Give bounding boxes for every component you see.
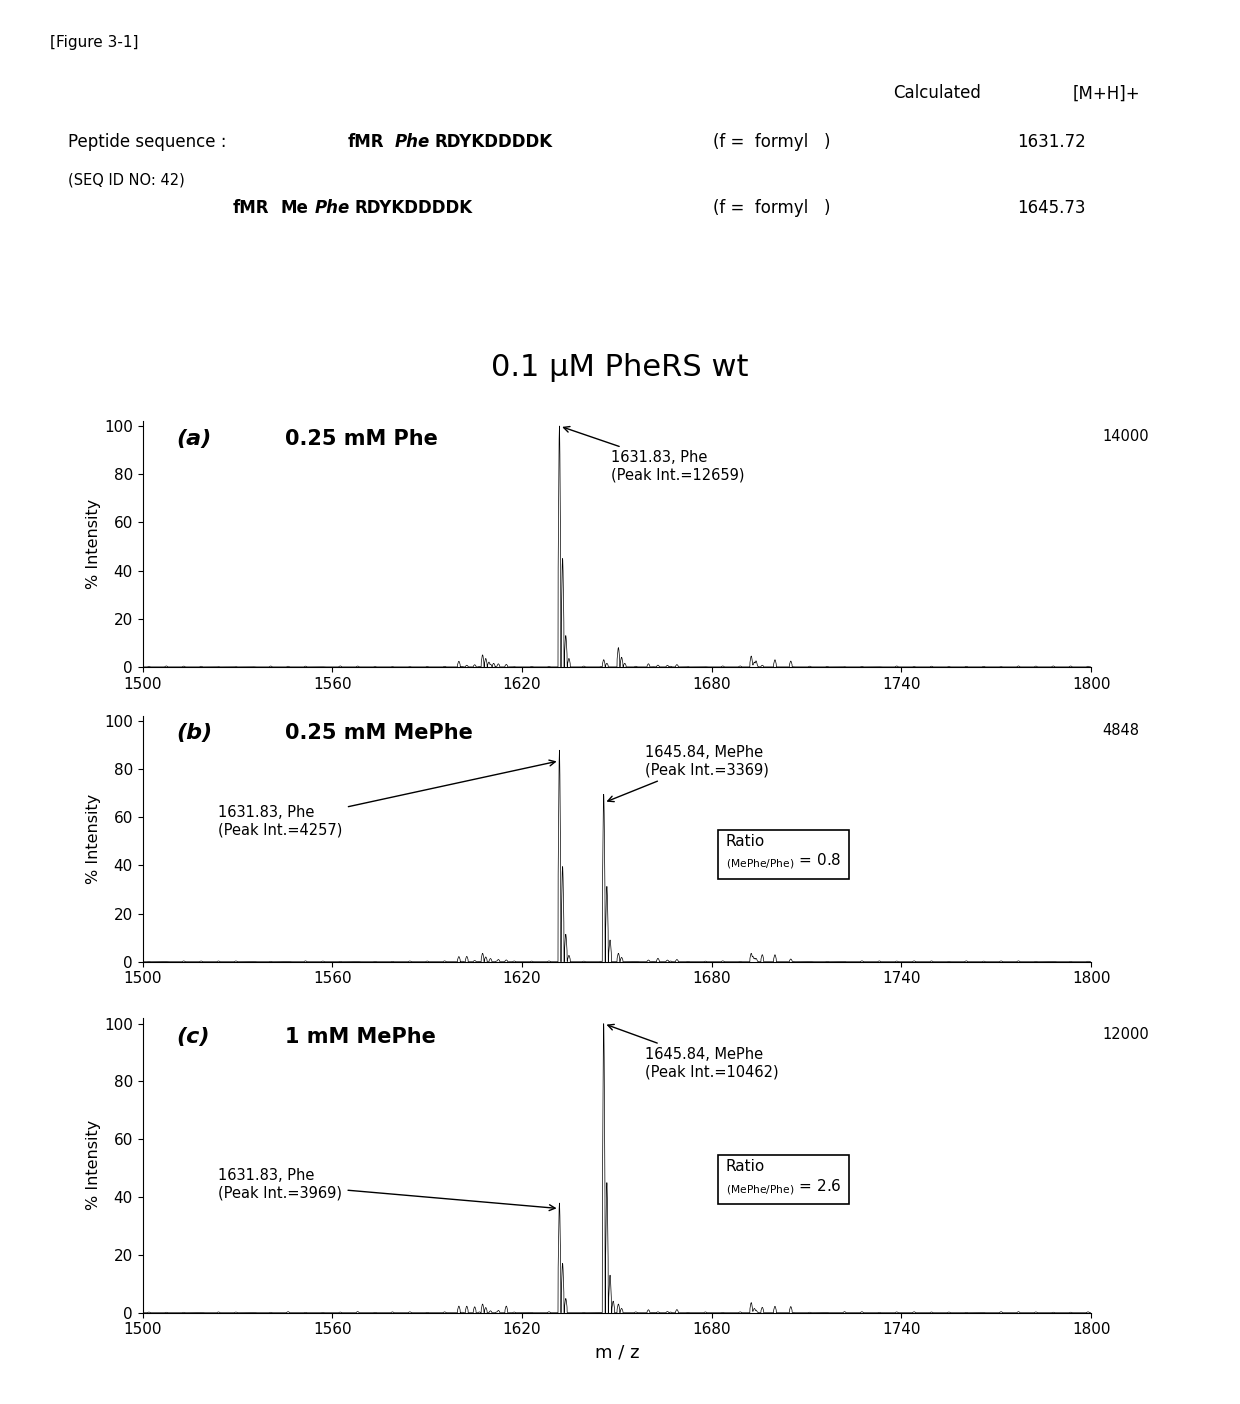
Text: Phe: Phe: [394, 133, 429, 152]
Text: [Figure 3-1]: [Figure 3-1]: [50, 35, 138, 51]
Text: fMR: fMR: [233, 199, 269, 218]
Text: 1631.83, Phe
(Peak Int.=12659): 1631.83, Phe (Peak Int.=12659): [563, 427, 744, 483]
Text: 4848: 4848: [1102, 723, 1140, 739]
Text: (a): (a): [176, 428, 211, 448]
Text: (c): (c): [176, 1026, 210, 1047]
Text: 12000: 12000: [1102, 1026, 1149, 1042]
Text: 0.1 μM PheRS wt: 0.1 μM PheRS wt: [491, 352, 749, 382]
Text: 0.25 mM MePhe: 0.25 mM MePhe: [285, 723, 472, 743]
Text: Me: Me: [280, 199, 308, 218]
Text: (SEQ ID NO: 42): (SEQ ID NO: 42): [68, 173, 185, 188]
Text: 1631.72: 1631.72: [1017, 133, 1085, 152]
Text: Phe: Phe: [315, 199, 350, 218]
Text: Ratio
$_{\mathregular{(MePhe/Phe)}}$ = 0.8: Ratio $_{\mathregular{(MePhe/Phe)}}$ = 0…: [725, 834, 841, 872]
Text: fMR: fMR: [347, 133, 383, 152]
Text: (b): (b): [176, 723, 212, 743]
Text: RDYKDDDDK: RDYKDDDDK: [355, 199, 472, 218]
Text: 1631.83, Phe
(Peak Int.=3969): 1631.83, Phe (Peak Int.=3969): [218, 1168, 556, 1210]
X-axis label: m / z: m / z: [595, 1344, 639, 1360]
Text: Calculated: Calculated: [893, 84, 981, 102]
Text: 1645.73: 1645.73: [1017, 199, 1085, 218]
Text: Peptide sequence :: Peptide sequence :: [68, 133, 232, 152]
Text: RDYKDDDDK: RDYKDDDDK: [434, 133, 552, 152]
Text: [M+H]+: [M+H]+: [1073, 84, 1141, 102]
Y-axis label: % Intensity: % Intensity: [87, 793, 102, 885]
Y-axis label: % Intensity: % Intensity: [87, 498, 102, 590]
Text: (f =  formyl   ): (f = formyl ): [713, 133, 831, 152]
Text: (f =  formyl   ): (f = formyl ): [713, 199, 831, 218]
Text: 14000: 14000: [1102, 428, 1149, 444]
Y-axis label: % Intensity: % Intensity: [87, 1120, 102, 1210]
Text: 1645.84, MePhe
(Peak Int.=10462): 1645.84, MePhe (Peak Int.=10462): [608, 1025, 779, 1080]
Text: 1645.84, MePhe
(Peak Int.=3369): 1645.84, MePhe (Peak Int.=3369): [608, 746, 769, 802]
Text: 0.25 mM Phe: 0.25 mM Phe: [285, 428, 438, 448]
Text: 1 mM MePhe: 1 mM MePhe: [285, 1026, 435, 1047]
Text: 1631.83, Phe
(Peak Int.=4257): 1631.83, Phe (Peak Int.=4257): [218, 760, 556, 838]
Text: Ratio
$_{\mathregular{(MePhe/Phe)}}$ = 2.6: Ratio $_{\mathregular{(MePhe/Phe)}}$ = 2…: [725, 1160, 842, 1196]
